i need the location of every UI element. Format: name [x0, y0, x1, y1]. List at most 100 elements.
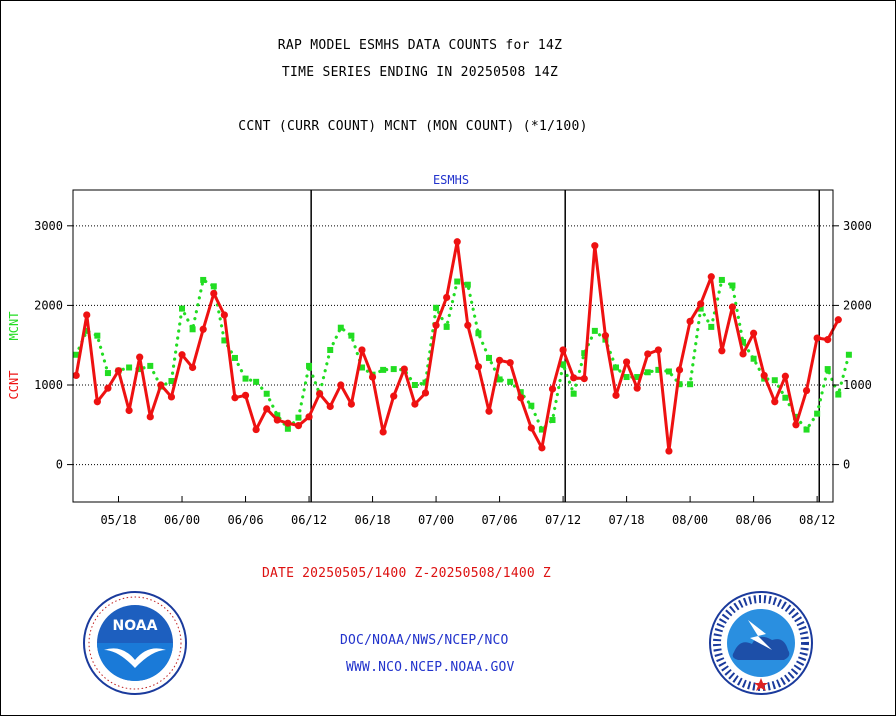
- ccnt-point: [495, 356, 504, 364]
- y-label-mcnt: MCNT: [7, 312, 21, 341]
- mcnt-point: [782, 394, 789, 401]
- ccnt-point: [570, 374, 578, 382]
- ccnt-point: [443, 293, 451, 302]
- y-tick-label-left: 2000: [34, 298, 63, 312]
- mcnt-point: [422, 379, 429, 386]
- ccnt-point: [591, 242, 599, 250]
- ccnt-point: [273, 416, 281, 424]
- ccnt-point: [400, 365, 408, 373]
- ccnt-point: [538, 444, 546, 452]
- mcnt-point: [348, 332, 355, 339]
- mcnt-point: [295, 414, 302, 421]
- ccnt-point: [263, 405, 271, 413]
- ccnt-point: [665, 447, 673, 455]
- day-divider-lines: [310, 190, 820, 502]
- mcnt-point: [253, 378, 260, 385]
- ccnt-point: [189, 363, 197, 372]
- ccnt-point: [633, 384, 641, 392]
- mcnt-point: [454, 278, 461, 285]
- mcnt-point: [83, 327, 90, 334]
- mcnt-point: [729, 282, 736, 289]
- mcnt-point: [443, 323, 450, 330]
- mcnt-point: [411, 382, 418, 388]
- x-tick-label: 07/18: [609, 513, 645, 527]
- x-tick-label: 08/06: [736, 513, 772, 527]
- nws-logo-icon: [709, 591, 813, 695]
- mcnt-point: [803, 426, 810, 433]
- x-tick-label: 08/12: [799, 513, 835, 527]
- mcnt-point: [792, 413, 799, 420]
- ccnt-point: [792, 421, 800, 429]
- mcnt-point: [560, 361, 567, 368]
- x-tick-label: 07/12: [545, 513, 581, 527]
- ccnt-point: [114, 367, 123, 375]
- ccnt-point: [368, 373, 377, 381]
- mcnt-point: [242, 375, 249, 382]
- mcnt-point: [655, 366, 662, 373]
- ccnt-point: [781, 372, 789, 380]
- ccnt-point: [813, 334, 821, 342]
- y-tick-label-right: 2000: [843, 298, 872, 312]
- mcnt-point: [570, 390, 577, 397]
- y-label-ccnt: CCNT: [7, 371, 21, 400]
- x-tick-label: 07/06: [482, 513, 518, 527]
- chart-subtitle: CCNT (CURR COUNT) MCNT (MON COUNT) (*1/1…: [238, 119, 588, 134]
- ccnt-point: [707, 273, 715, 281]
- ccnt-point: [316, 390, 324, 398]
- mcnt-point: [591, 327, 598, 334]
- mcnt-point: [676, 381, 683, 388]
- ccnt-point: [432, 321, 440, 329]
- mcnt-point: [835, 391, 842, 398]
- mcnt-point: [168, 378, 175, 385]
- mcnt-point: [814, 410, 821, 417]
- ccnt-point: [580, 375, 588, 383]
- ccnt-series: [72, 238, 842, 455]
- mcnt-point: [824, 366, 831, 373]
- noaa-logo-text: NOAA: [113, 618, 158, 634]
- mcnt-point: [147, 362, 154, 369]
- mcnt-point: [517, 389, 524, 396]
- panel-title: ESMHS: [433, 173, 469, 187]
- ccnt-point: [750, 329, 758, 337]
- x-tick-label: 06/12: [291, 513, 327, 527]
- ccnt-point: [305, 413, 313, 421]
- ccnt-point: [771, 398, 779, 406]
- ccnt-point: [72, 371, 80, 380]
- ccnt-point: [739, 350, 747, 358]
- y-tick-label-right: 1000: [843, 378, 872, 392]
- mcnt-point: [263, 390, 270, 397]
- ccnt-point: [93, 398, 101, 406]
- ccnt-point: [210, 289, 218, 298]
- mcnt-point: [708, 323, 715, 330]
- mcnt-point: [771, 377, 778, 384]
- ccnt-point: [358, 346, 366, 354]
- ccnt-point: [760, 371, 768, 380]
- ccnt-point: [601, 332, 610, 340]
- mcnt-point: [750, 355, 757, 362]
- mcnt-point: [327, 346, 334, 353]
- mcnt-series: [73, 276, 852, 433]
- x-tick-label: 06/06: [227, 513, 263, 527]
- mcnt-point: [94, 332, 101, 339]
- ccnt-point: [294, 421, 303, 430]
- ccnt-point: [178, 351, 186, 359]
- mcnt-point: [433, 304, 440, 311]
- mcnt-point: [306, 362, 313, 369]
- mcnt-point: [464, 281, 471, 288]
- ccnt-point: [474, 363, 483, 371]
- mcnt-point: [221, 337, 228, 344]
- ccnt-point: [157, 381, 165, 389]
- ccnt-point: [517, 394, 525, 402]
- ccnt-line: [74, 240, 840, 453]
- mcnt-line: [74, 277, 851, 433]
- ccnt-point: [506, 359, 514, 367]
- ccnt-point: [802, 386, 811, 395]
- mcnt-point: [528, 402, 535, 409]
- noaa-logo-icon: NOAA: [83, 591, 187, 695]
- ccnt-point: [622, 358, 631, 366]
- ccnt-point: [697, 300, 705, 308]
- mcnt-point: [210, 283, 217, 290]
- mcnt-point: [337, 324, 344, 331]
- mcnt-point: [697, 305, 704, 312]
- mcnt-point: [740, 339, 747, 346]
